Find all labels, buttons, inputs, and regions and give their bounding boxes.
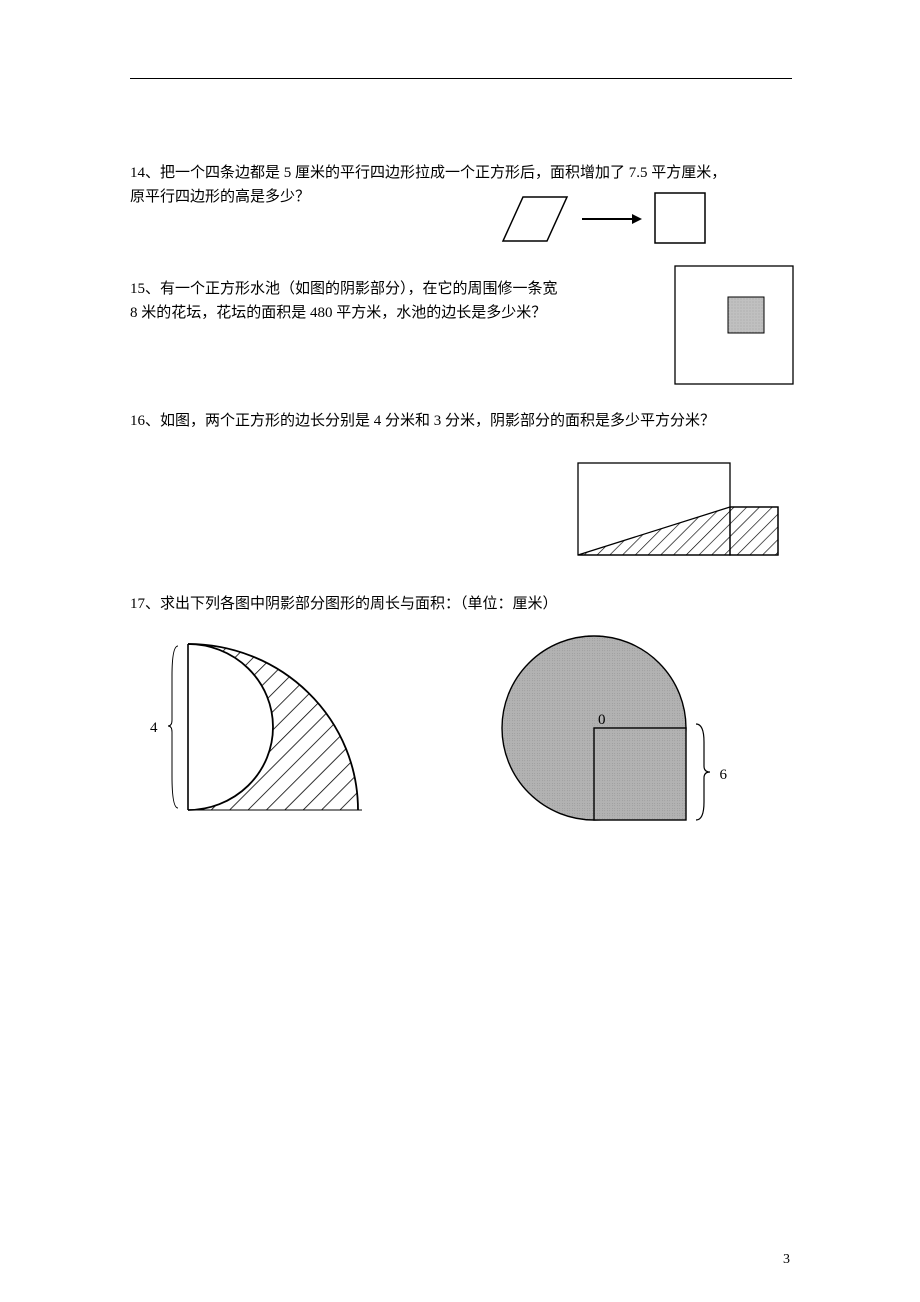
page-number: 3 bbox=[783, 1252, 790, 1268]
q15-line2: 8 米的花坛，花坛的面积是 480 平方米，水池的边长是多少米？ bbox=[130, 301, 610, 325]
q16-text: 16、如图，两个正方形的边长分别是 4 分米和 3 分米，阴影部分的面积是多少平… bbox=[130, 409, 790, 433]
question-17: 17、求出下列各图中阴影部分图形的周长与面积：（单位：厘米） 4 bbox=[130, 592, 790, 826]
q17-text: 17、求出下列各图中阴影部分图形的周长与面积：（单位：厘米） bbox=[130, 592, 790, 616]
q17-right-figure: 0 6 bbox=[494, 630, 734, 826]
arrow-icon bbox=[577, 204, 647, 234]
square-icon bbox=[653, 191, 709, 247]
q15-line1: 15、有一个正方形水池（如图的阴影部分），在它的周围修一条宽 bbox=[130, 277, 610, 301]
question-16: 16、如图，两个正方形的边长分别是 4 分米和 3 分米，阴影部分的面积是多少平… bbox=[130, 409, 790, 564]
q16-figure bbox=[576, 461, 790, 564]
q15-figure bbox=[674, 265, 796, 392]
question-15: 15、有一个正方形水池（如图的阴影部分），在它的周围修一条宽 8 米的花坛，花坛… bbox=[130, 277, 790, 325]
q14-line1: 14、把一个四条边都是 5 厘米的平行四边形拉成一个正方形后，面积增加了 7.5… bbox=[130, 161, 790, 185]
q17-left-figure: 4 bbox=[144, 636, 364, 820]
q17-right-label: 6 bbox=[714, 767, 734, 784]
q17-figures: 4 bbox=[130, 630, 790, 826]
q14-figures bbox=[420, 191, 790, 247]
header-rule bbox=[130, 78, 792, 79]
q17-center-label: 0 bbox=[598, 712, 606, 728]
parallelogram-icon bbox=[501, 194, 571, 244]
q17-left-label: 4 bbox=[144, 720, 164, 737]
bracket-icon bbox=[694, 722, 714, 822]
question-14: 14、把一个四条边都是 5 厘米的平行四边形拉成一个正方形后，面积增加了 7.5… bbox=[130, 161, 790, 247]
